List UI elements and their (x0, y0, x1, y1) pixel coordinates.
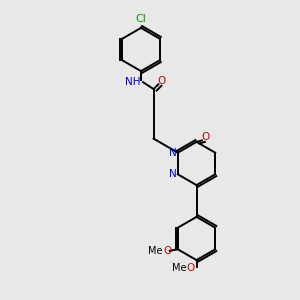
Text: O: O (164, 246, 172, 256)
Text: N: N (169, 169, 176, 179)
Text: Me: Me (148, 246, 163, 256)
Text: Cl: Cl (136, 14, 146, 24)
Text: O: O (158, 76, 166, 86)
Text: NH: NH (125, 76, 140, 87)
Text: O: O (187, 262, 195, 273)
Text: O: O (201, 132, 210, 142)
Text: Me: Me (172, 263, 187, 273)
Text: N: N (169, 148, 176, 158)
